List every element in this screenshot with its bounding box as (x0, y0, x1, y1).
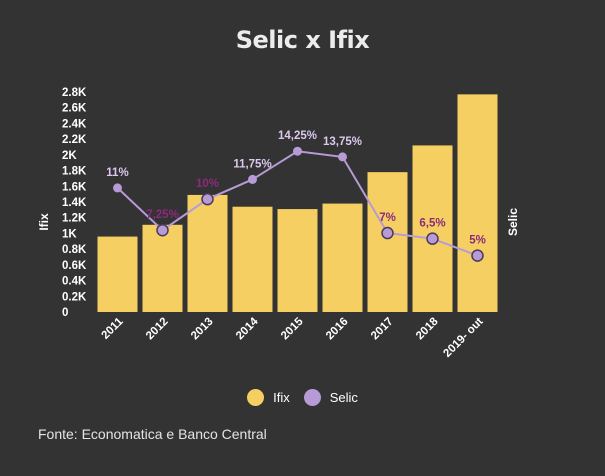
selic-data-label: 11,75% (233, 158, 271, 170)
selic-point (381, 226, 394, 240)
y-tick-label: 2.4K (62, 118, 87, 130)
y-tick-label: 0.6K (62, 260, 87, 272)
selic-data-label: 6,5% (419, 218, 445, 230)
x-tick-label: 2019- out (441, 316, 485, 360)
chart-canvas: 0 0.2K 0.4K 0.6K 0.8K 1K 1.2K 1.4K 1.6K 1.8K 2K 2.2… (37, 87, 520, 360)
x-tick-label: 2015 (279, 315, 306, 342)
bar-ifix (187, 194, 228, 312)
x-tick-label: 2017 (369, 316, 396, 343)
selic-data-label: 10% (196, 178, 219, 190)
y-tick-label: 0 (62, 307, 68, 319)
y-tick-label: 2.8K (62, 87, 87, 99)
x-tick-label: 2018 (414, 315, 441, 342)
selic-point (426, 232, 439, 245)
legend-item-ifix[interactable]: Ifix (247, 389, 290, 406)
selic-point (248, 174, 257, 184)
y-tick-label: 1.4K (62, 197, 87, 209)
selic-point (293, 146, 302, 156)
selic-data-label: 5% (469, 235, 486, 247)
selic-data-label: 14,25% (278, 130, 317, 142)
x-tick-label: 2014 (234, 315, 261, 342)
bar-ifix (97, 236, 138, 312)
bar-ifix (322, 203, 363, 312)
source-note: Fonte: Economatica e Banco Central (38, 426, 267, 442)
legend: Ifix Selic (0, 389, 605, 406)
y-tick-label: 1K (62, 228, 77, 240)
y-tick-label: 1.2K (62, 213, 87, 225)
selic-point (113, 183, 122, 193)
legend-selic-swatch (303, 389, 321, 406)
y-tick-label: 2.6K (62, 103, 87, 115)
selic-point (201, 192, 214, 206)
bar-ifix (277, 209, 318, 312)
selic-data-label: 7% (379, 212, 396, 224)
legend-ifix-label: Ifix (273, 390, 290, 405)
selic-data-label: 13,75% (323, 136, 362, 148)
selic-point (338, 152, 347, 162)
chart-title: Selic x Ifix (235, 26, 370, 54)
y2-axis-title: Selic (506, 208, 520, 236)
bar-ifix (457, 94, 498, 312)
selic-point (156, 223, 169, 237)
x-tick-label: 2011 (99, 315, 126, 342)
legend-selic-label: Selic (329, 390, 358, 405)
x-tick-label: 2013 (189, 316, 216, 343)
x-tick-label: 2016 (324, 316, 351, 343)
legend-item-selic[interactable]: Selic (303, 389, 358, 406)
bar-ifix (367, 172, 408, 312)
legend-ifix-swatch (247, 389, 265, 406)
y-tick-label: 0.2K (62, 291, 87, 303)
y-tick-label: 1.6K (62, 181, 87, 193)
selic-point (471, 249, 484, 262)
y-tick-label: 1.8K (62, 166, 87, 178)
selic-data-label: 7,25% (146, 209, 179, 221)
selic-data-label: 11% (106, 167, 128, 179)
y-tick-label: 2K (62, 150, 77, 162)
bar-ifix (142, 224, 183, 312)
y-tick-label: 0.8K (62, 244, 87, 256)
bar-ifix (232, 206, 273, 312)
y-tick-label: 2.2K (62, 134, 87, 146)
y-axis-title: Ifix (37, 213, 51, 231)
x-tick-label: 2012 (144, 316, 171, 343)
bar-ifix (412, 145, 453, 312)
y-tick-label: 0.4K (62, 276, 87, 288)
